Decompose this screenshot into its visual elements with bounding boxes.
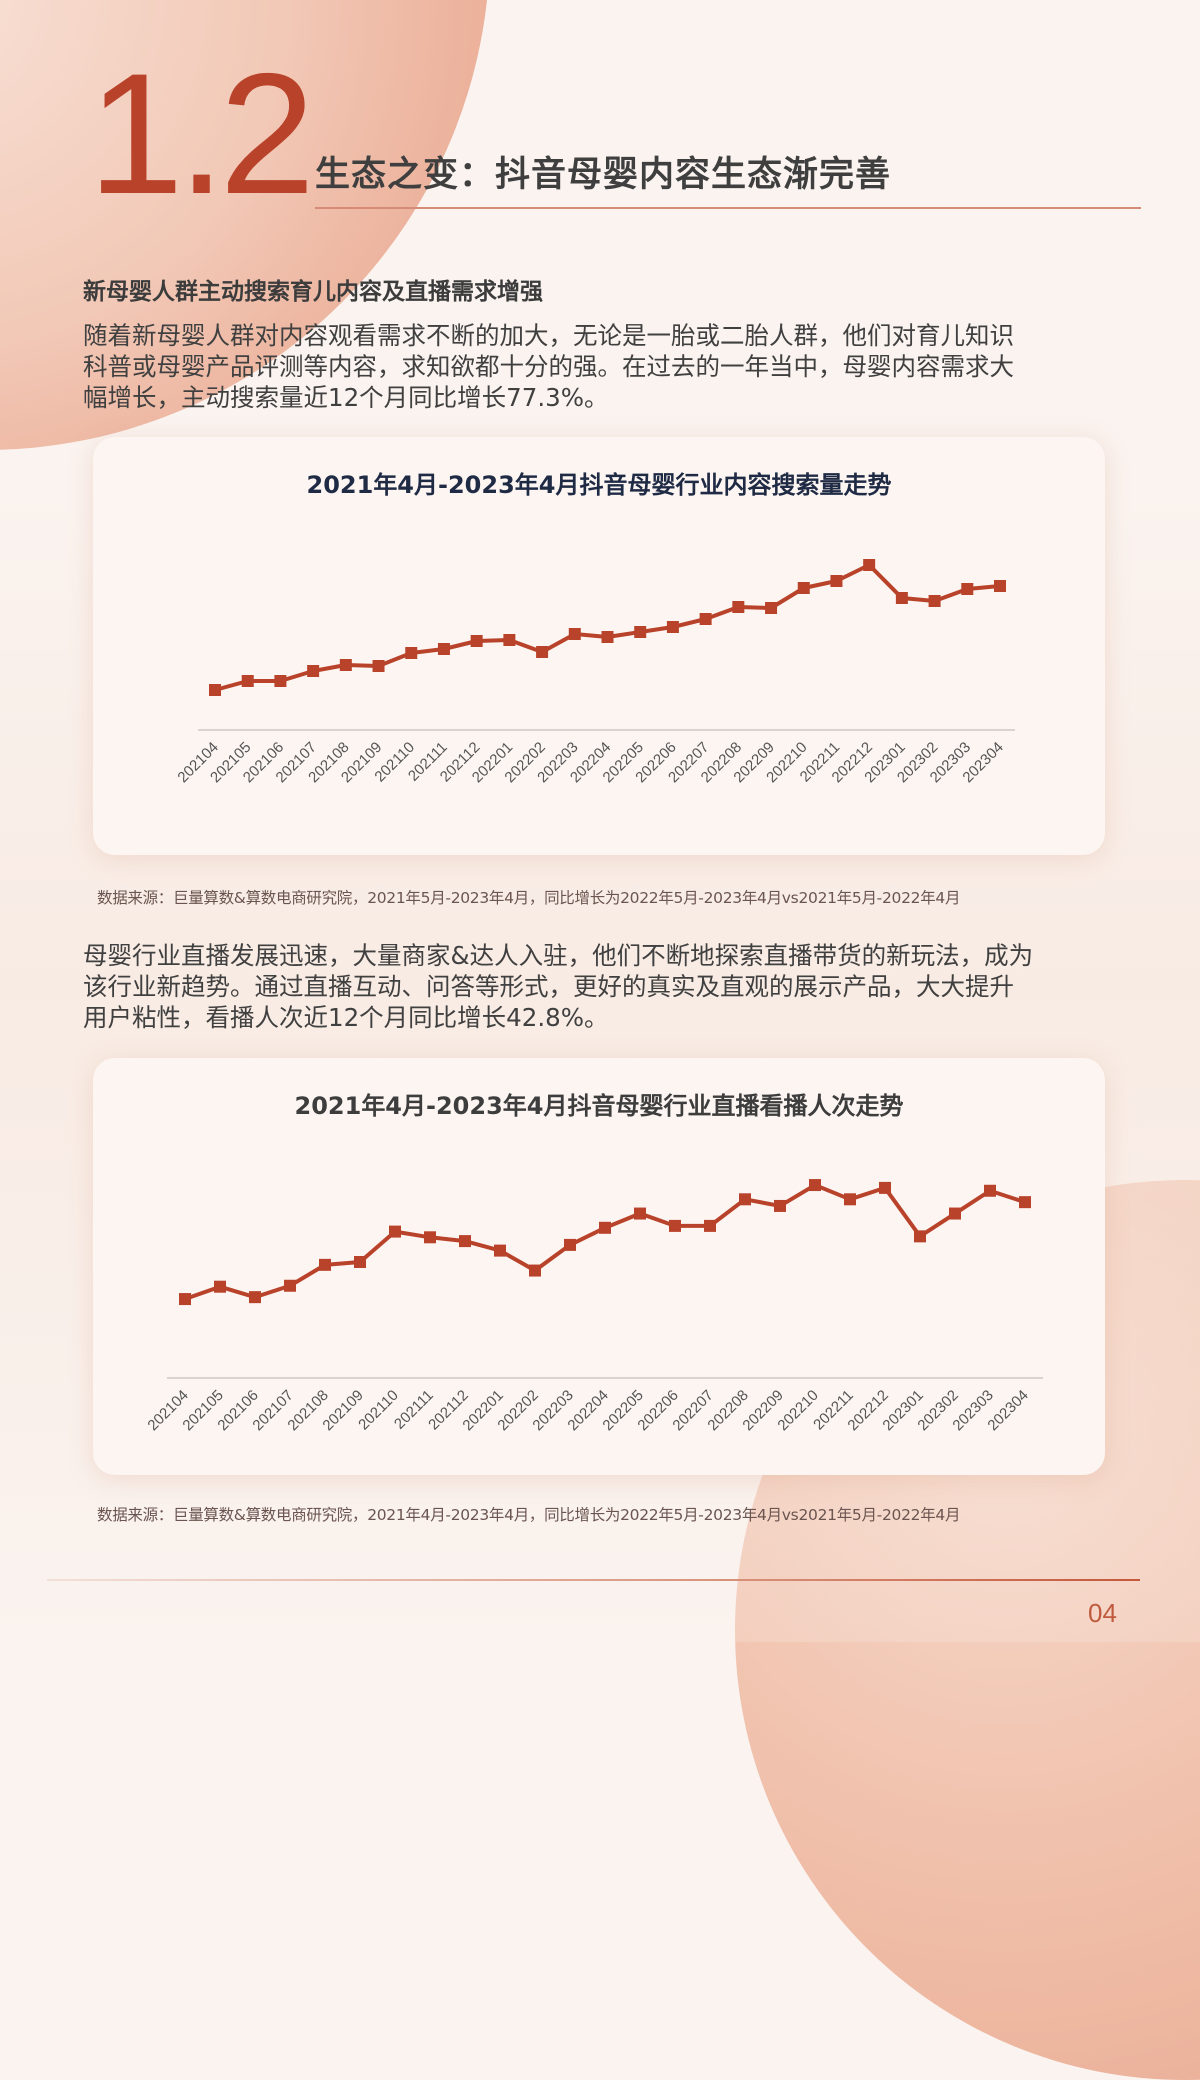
chart-card-live-views: 2021年4月-2023年4月抖音母婴行业直播看播人次走势 202104 2021… bbox=[93, 1058, 1105, 1475]
chart-title: 2021年4月-2023年4月抖音母婴行业内容搜索量走势 bbox=[306, 471, 892, 499]
data-point-marker bbox=[666, 621, 679, 633]
line-chart-live-views: 2021042021052021062021072021082021092021… bbox=[144, 1179, 1043, 1434]
data-point-marker bbox=[503, 634, 516, 646]
data-point-marker bbox=[830, 575, 843, 587]
paragraph-line: 幅增长，主动搜索量近12个月同比增长77.3%。 bbox=[83, 383, 609, 412]
data-point-marker bbox=[863, 559, 876, 571]
paragraph-line: 科普或母婴产品评测等内容，求知欲都十分的强。在过去的一年当中，母婴内容需求大 bbox=[83, 352, 1014, 381]
data-point-marker bbox=[634, 1207, 646, 1220]
data-point-marker bbox=[284, 1279, 296, 1292]
line-chart-search-volume: 2021042021052021062021072021082021092021… bbox=[174, 559, 1015, 786]
data-point-marker bbox=[599, 1221, 611, 1234]
data-point-marker bbox=[1019, 1196, 1031, 1209]
section-heading: 新母婴人群主动搜索育儿内容及直播需求增强 bbox=[83, 279, 543, 305]
data-point-marker bbox=[568, 628, 581, 640]
data-point-marker bbox=[470, 635, 483, 647]
data-point-marker bbox=[601, 631, 614, 643]
data-point-marker bbox=[214, 1280, 226, 1293]
intro-paragraph: 随着新母婴人群对内容观看需求不断的加大，无论是一胎或二胎人群，他们对育儿知识 科… bbox=[83, 320, 1133, 413]
data-point-marker bbox=[319, 1258, 331, 1271]
data-point-marker bbox=[241, 675, 254, 687]
data-point-marker bbox=[209, 684, 221, 696]
page-title: 生态之变：抖音母婴内容生态渐完善 bbox=[315, 155, 892, 195]
data-point-marker bbox=[564, 1238, 576, 1251]
data-point-marker bbox=[994, 580, 1006, 592]
data-point-marker bbox=[914, 1230, 926, 1243]
x-tick-label: 202110 bbox=[355, 1387, 402, 1434]
data-point-marker bbox=[704, 1219, 716, 1232]
title-divider bbox=[315, 207, 1141, 209]
data-point-marker bbox=[634, 626, 647, 638]
live-paragraph: 母婴行业直播发展迅速，大量商家&达人入驻，他们不断地探索直播带货的新玩法，成为 … bbox=[83, 940, 1133, 1033]
data-point-marker bbox=[274, 675, 287, 687]
data-point-marker bbox=[809, 1179, 821, 1192]
data-point-marker bbox=[739, 1193, 751, 1206]
data-point-marker bbox=[307, 665, 320, 677]
data-point-marker bbox=[984, 1184, 996, 1197]
data-point-marker bbox=[797, 582, 810, 594]
data-point-marker bbox=[536, 646, 549, 658]
section-number: 1.2 bbox=[88, 38, 315, 230]
data-point-marker bbox=[879, 1181, 891, 1194]
data-point-marker bbox=[732, 601, 745, 613]
paragraph-line: 随着新母婴人群对内容观看需求不断的加大，无论是一胎或二胎人群，他们对育儿知识 bbox=[83, 321, 1014, 350]
chart-title: 2021年4月-2023年4月抖音母婴行业直播看播人次走势 bbox=[294, 1092, 904, 1120]
data-point-marker bbox=[699, 613, 712, 625]
data-source-note: 数据来源：巨量算数&算数电商研究院，2021年5月-2023年4月，同比增长为2… bbox=[97, 889, 961, 907]
data-point-marker bbox=[774, 1199, 786, 1212]
paragraph-line: 用户粘性，看播人次近12个月同比增长42.8%。 bbox=[83, 1003, 609, 1032]
data-source-note: 数据来源：巨量算数&算数电商研究院，2021年4月-2023年4月，同比增长为2… bbox=[97, 1506, 961, 1524]
series-line bbox=[184, 1183, 1026, 1301]
data-point-marker bbox=[949, 1207, 961, 1220]
series-line bbox=[214, 563, 1001, 692]
footer-divider bbox=[47, 1579, 1140, 1581]
data-point-marker bbox=[389, 1225, 401, 1238]
data-point-marker bbox=[765, 602, 778, 614]
data-point-marker bbox=[354, 1256, 366, 1268]
data-point-marker bbox=[961, 583, 974, 595]
data-point-marker bbox=[494, 1244, 506, 1257]
data-point-marker bbox=[928, 595, 941, 607]
data-point-marker bbox=[844, 1193, 856, 1206]
data-point-marker bbox=[895, 592, 908, 604]
data-point-marker bbox=[179, 1293, 191, 1306]
page-number: 04 bbox=[1088, 1598, 1117, 1628]
data-point-marker bbox=[372, 660, 385, 672]
data-point-marker bbox=[437, 643, 450, 655]
data-point-marker bbox=[249, 1291, 261, 1304]
data-point-marker bbox=[529, 1264, 541, 1277]
data-point-marker bbox=[424, 1231, 436, 1244]
data-point-marker bbox=[669, 1219, 681, 1232]
paragraph-line: 该行业新趋势。通过直播互动、问答等形式，更好的真实及直观的展示产品，大大提升 bbox=[83, 972, 1014, 1001]
data-point-marker bbox=[459, 1235, 471, 1248]
paragraph-line: 母婴行业直播发展迅速，大量商家&达人入驻，他们不断地探索直播带货的新玩法，成为 bbox=[83, 941, 1034, 970]
chart-card-search-volume: 2021年4月-2023年4月抖音母婴行业内容搜索量走势 202104 20210… bbox=[93, 437, 1105, 855]
data-point-marker bbox=[339, 659, 352, 671]
data-point-marker bbox=[405, 647, 418, 659]
